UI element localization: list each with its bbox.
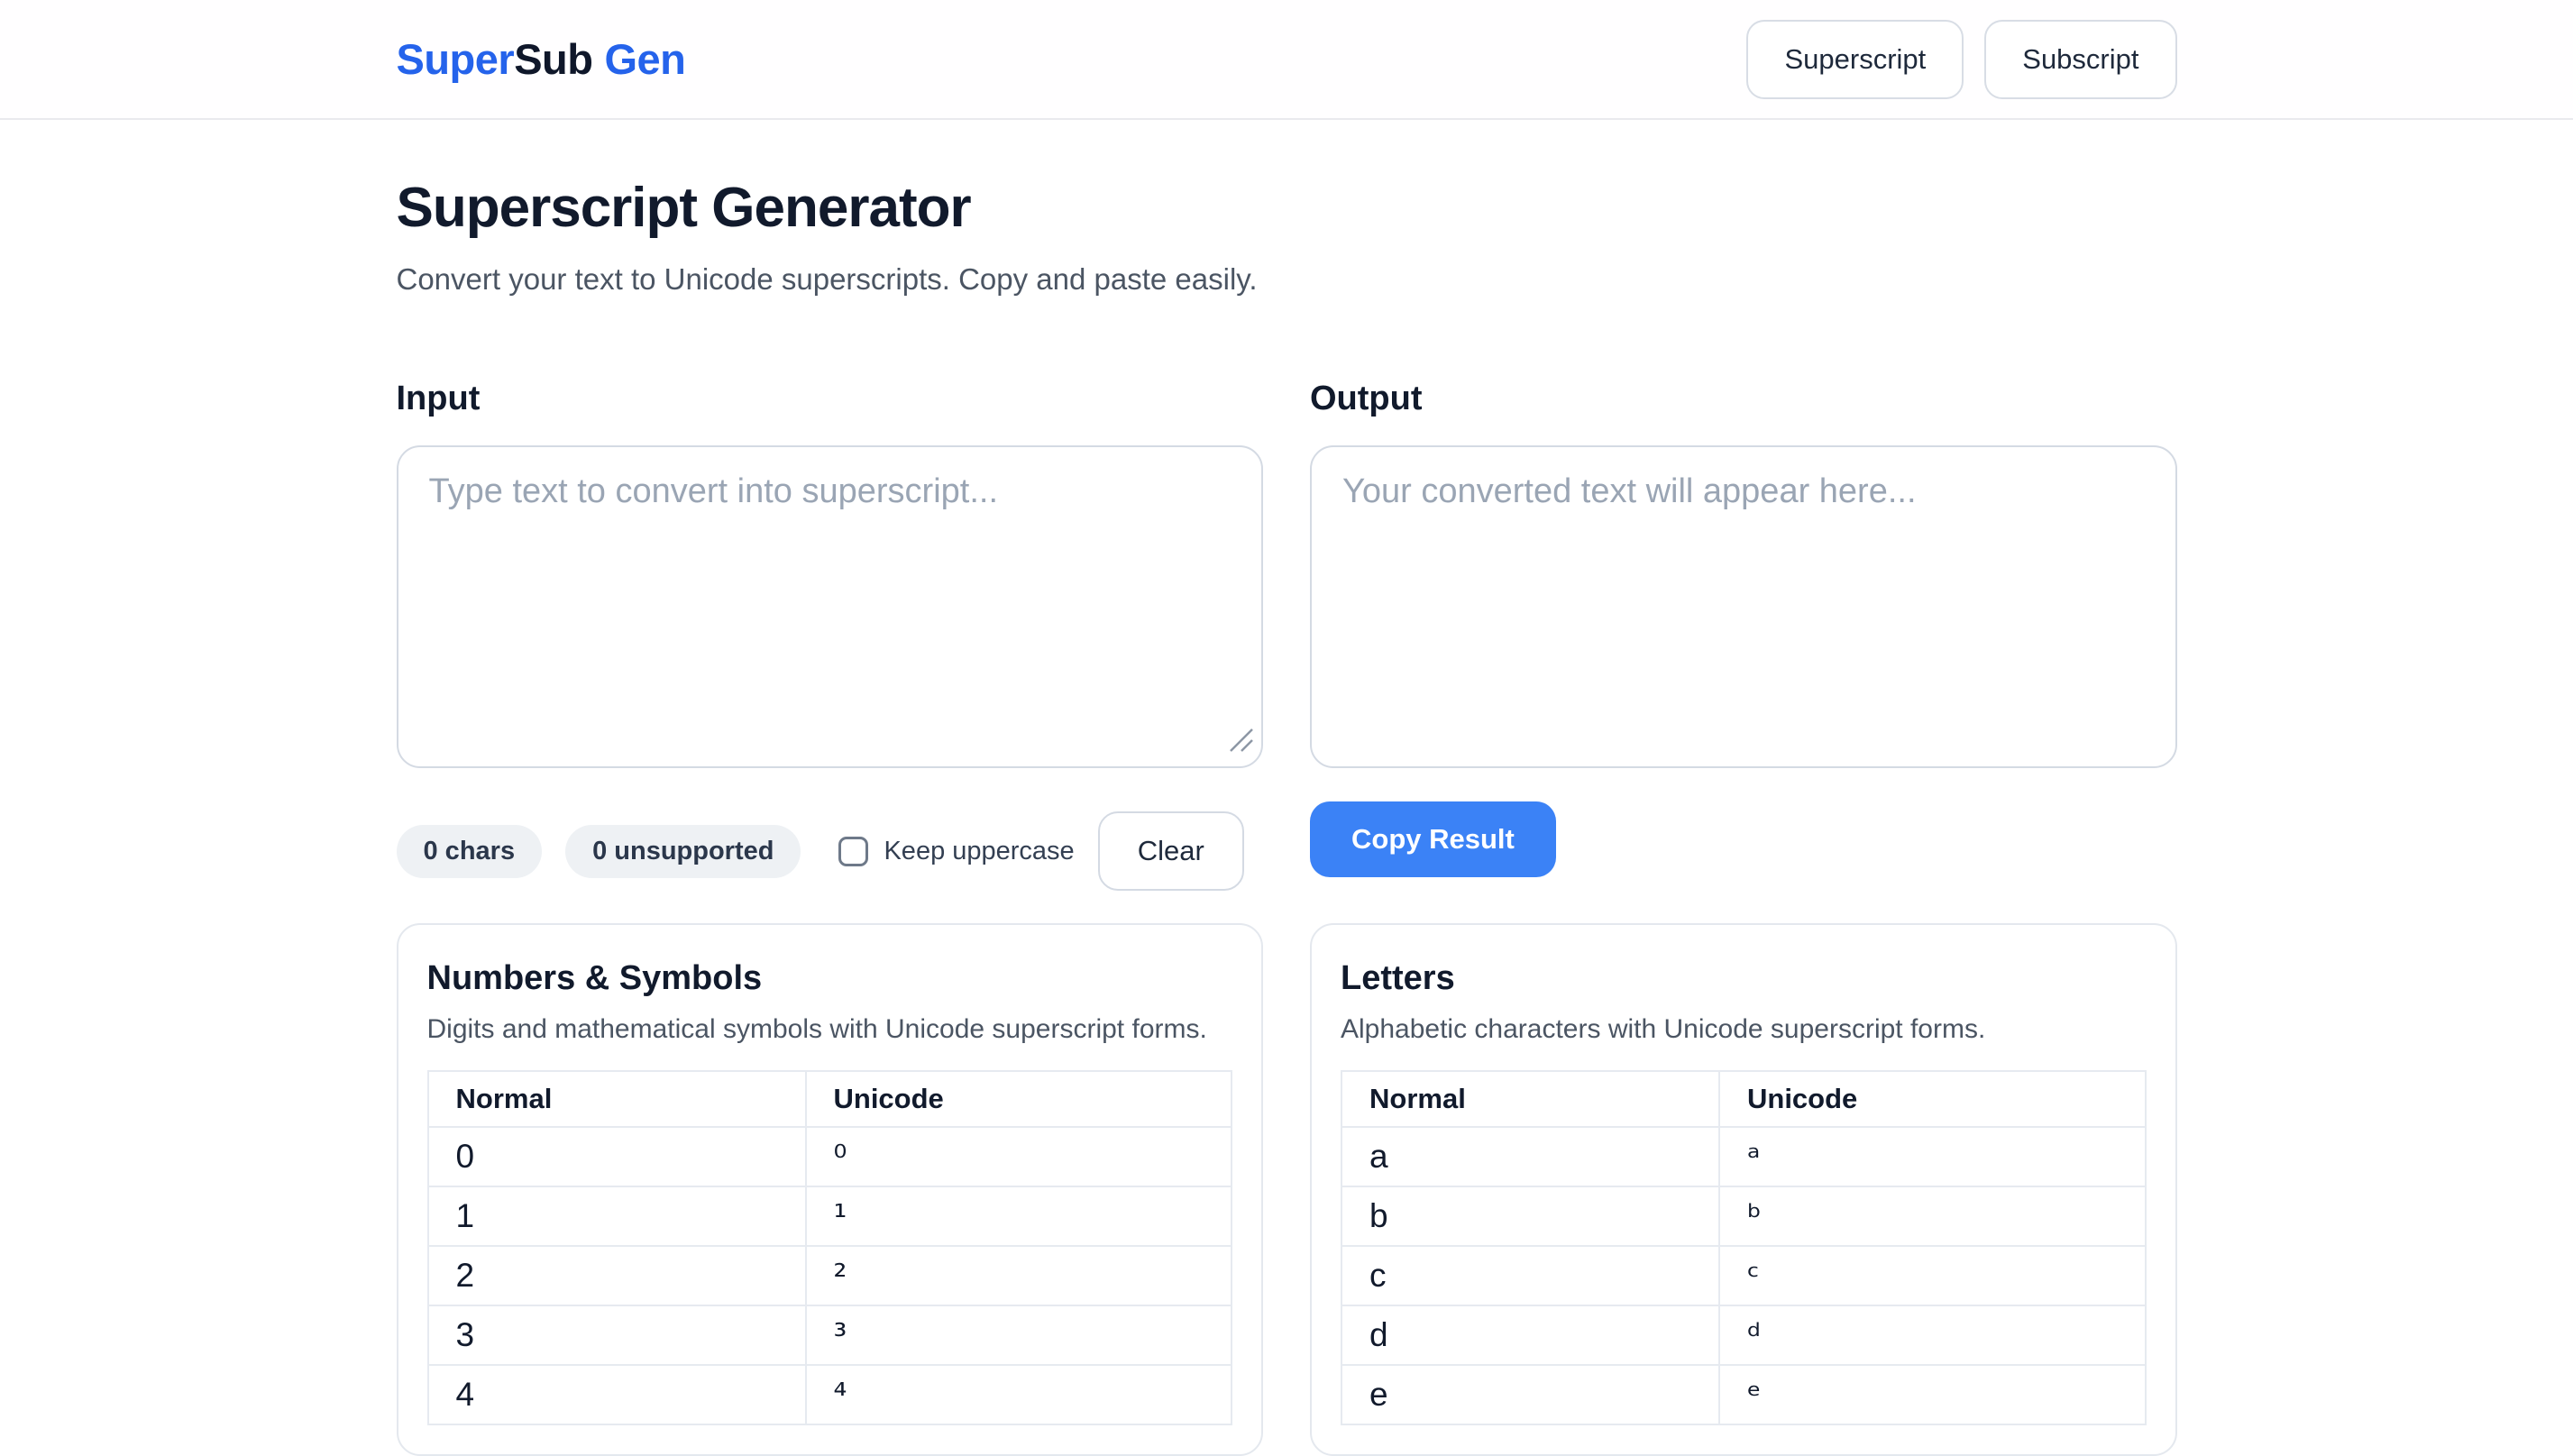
table-row: 2 ² [426, 1245, 1232, 1307]
table-header-row: Normal Unicode [1341, 1070, 2147, 1129]
table-row: c ᶜ [1341, 1245, 2147, 1307]
table-row: 1 ¹ [426, 1186, 1232, 1248]
letters-table: Normal Unicode a ᵃ b ᵇ c ᶜ [1341, 1070, 2147, 1426]
table-row: d ᵈ [1341, 1305, 2147, 1367]
nav-subscript-button[interactable]: Subscript [1984, 19, 2177, 99]
unicode-cell: ᵇ [1718, 1186, 2147, 1248]
card-title: Numbers & Symbols [426, 959, 763, 998]
card-description: Digits and mathematical symbols with Uni… [426, 1014, 1207, 1045]
normal-cell: 0 [426, 1126, 807, 1188]
table-row: 4 ⁴ [426, 1364, 1232, 1426]
column-header-unicode: Unicode [1718, 1070, 2147, 1129]
normal-cell: d [1341, 1305, 1720, 1367]
output-textarea[interactable] [1310, 445, 2177, 769]
numbers-symbols-table: Normal Unicode 0 ⁰ 1 ¹ 2 ² [426, 1070, 1233, 1426]
input-controls: 0 chars 0 unsupported Keep uppercase Cle… [396, 811, 1264, 892]
page-subtitle: Convert your text to Unicode superscript… [396, 262, 1258, 297]
column-header-normal: Normal [1341, 1070, 1720, 1129]
unicode-cell: ᵃ [1718, 1126, 2147, 1188]
normal-cell: 2 [426, 1245, 807, 1307]
unicode-cell: ³ [804, 1305, 1232, 1367]
app-header: SuperSub Gen Superscript Subscript [0, 0, 2573, 120]
unicode-cell: ᵈ [1718, 1305, 2147, 1367]
normal-cell: a [1341, 1126, 1720, 1188]
char-count-badge: 0 chars [396, 824, 543, 878]
unicode-cell: ⁴ [804, 1364, 1232, 1426]
resize-handle-icon[interactable] [1227, 726, 1254, 757]
table-row: b ᵇ [1341, 1186, 2147, 1248]
input-label: Input [396, 380, 481, 418]
unicode-cell: ⁰ [804, 1126, 1232, 1188]
nav-superscript-button[interactable]: Superscript [1746, 19, 1964, 99]
unicode-cell: ¹ [804, 1186, 1232, 1248]
unsupported-count-badge: 0 unsupported [565, 824, 801, 878]
keep-uppercase-label: Keep uppercase [884, 836, 1075, 865]
column-header-unicode: Unicode [804, 1070, 1232, 1129]
keep-uppercase-checkbox[interactable] [838, 836, 869, 866]
letters-card: Letters Alphabetic characters with Unico… [1310, 923, 2177, 1456]
output-section: Output Copy Result [1310, 380, 2177, 891]
output-label: Output [1310, 380, 1423, 418]
keep-uppercase-control[interactable]: Keep uppercase [838, 836, 1075, 866]
unicode-cell: ᵉ [1718, 1364, 2147, 1426]
card-description: Alphabetic characters with Unicode super… [1341, 1014, 1986, 1045]
logo-part-super: Super [396, 35, 515, 83]
page-title: Superscript Generator [396, 177, 972, 239]
normal-cell: e [1341, 1364, 1720, 1426]
unicode-cell: ᶜ [1718, 1245, 2147, 1307]
app-logo[interactable]: SuperSub Gen [397, 34, 686, 84]
table-row: a ᵃ [1341, 1126, 2147, 1188]
unicode-cell: ² [804, 1245, 1232, 1307]
table-row: 0 ⁰ [426, 1126, 1232, 1188]
normal-cell: 3 [426, 1305, 807, 1367]
normal-cell: c [1341, 1245, 1720, 1307]
table-header-row: Normal Unicode [426, 1070, 1232, 1129]
input-section: Input 0 chars 0 unsupported Keep upperca… [396, 380, 1264, 892]
numbers-symbols-card: Numbers & Symbols Digits and mathematica… [396, 923, 1263, 1456]
copy-result-button[interactable]: Copy Result [1310, 801, 1556, 878]
input-textarea[interactable] [396, 445, 1263, 769]
card-title: Letters [1341, 959, 1455, 998]
column-header-normal: Normal [426, 1070, 807, 1129]
normal-cell: b [1341, 1186, 1720, 1248]
logo-part-sub: Sub [514, 35, 593, 83]
main-content: Superscript Generator Convert your text … [396, 177, 2177, 1456]
table-row: e ᵉ [1341, 1364, 2147, 1426]
header-nav: Superscript Subscript [1746, 19, 2177, 99]
normal-cell: 4 [426, 1364, 807, 1426]
normal-cell: 1 [426, 1186, 807, 1248]
table-row: 3 ³ [426, 1305, 1232, 1367]
logo-part-gen: Gen [604, 35, 686, 83]
clear-button[interactable]: Clear [1097, 811, 1244, 892]
